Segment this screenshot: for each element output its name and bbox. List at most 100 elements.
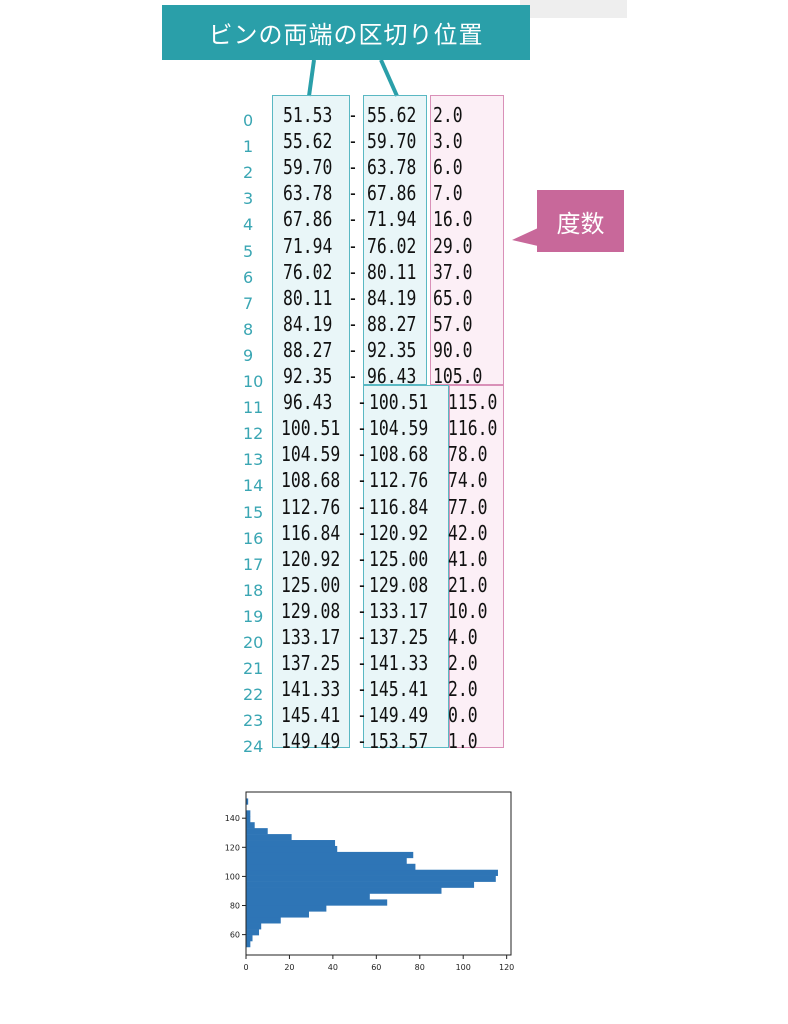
separator: - [357, 677, 367, 702]
bin-right-edge: 100.51 [369, 390, 429, 415]
bin-left-edge: 100.51 [281, 416, 341, 441]
histogram-bar [246, 851, 414, 859]
bin-left-edge: 59.70 [283, 155, 333, 180]
row-index: 12 [243, 424, 264, 444]
bin-right-edge: 96.43 [367, 364, 417, 388]
row-index: 19 [243, 606, 264, 626]
bin-count: 2.0 [433, 103, 463, 127]
bin-left-edge: 120.92 [281, 546, 341, 571]
bin-left-edge: 88.27 [283, 337, 333, 362]
right-edge-highlight-top [363, 95, 427, 385]
left-edge-highlight [272, 95, 350, 748]
bin-left-edge: 80.11 [283, 285, 333, 310]
x-tick-label: 20 [284, 963, 294, 972]
row-index: 14 [243, 476, 264, 496]
bin-left-edge: 55.62 [283, 129, 333, 154]
bin-left-edge: 149.49 [281, 729, 341, 754]
bin-count: 105.0 [433, 364, 483, 388]
separator: - [348, 129, 358, 154]
plot-frame [245, 791, 512, 956]
bin-count: 10.0 [448, 598, 488, 623]
histogram-bar [246, 798, 249, 805]
separator: - [357, 625, 367, 649]
separator: - [357, 494, 367, 519]
separator: - [357, 416, 367, 441]
histogram-bar [246, 893, 370, 900]
count-highlight-top [430, 95, 504, 385]
histogram-bar [246, 822, 255, 829]
bin-left-edge: 76.02 [283, 259, 333, 284]
y-tick-label: 60 [230, 931, 240, 940]
bin-count: 1.0 [448, 729, 478, 754]
row-index: 2 [243, 163, 254, 183]
row-index: 1 [243, 137, 254, 157]
bin-right-edge: 116.84 [369, 494, 429, 519]
bin-right-edge: 133.17 [369, 598, 429, 623]
row-index: 9 [243, 345, 254, 365]
row-index: 21 [243, 659, 264, 679]
bin-left-edge: 92.35 [283, 364, 333, 388]
bin-right-edge: 112.76 [369, 468, 429, 493]
histogram-bar [246, 869, 498, 876]
row-index: 10 [243, 372, 264, 391]
bin-left-edge: 96.43 [283, 390, 333, 415]
bin-right-edge: 108.68 [369, 442, 429, 467]
bin-count: 42.0 [448, 520, 488, 545]
histogram-bar [246, 899, 388, 906]
bin-left-edge: 141.33 [281, 677, 341, 702]
separator: - [357, 651, 367, 676]
bin-edges-callout-text: ビンの両端の区切り位置 [208, 21, 484, 49]
bin-left-edge: 51.53 [283, 103, 333, 127]
histogram-bar [246, 917, 281, 924]
row-index: 7 [243, 293, 254, 313]
bin-count: 90.0 [433, 337, 473, 362]
y-tick-label: 80 [230, 902, 240, 911]
bin-edges-callout: ビンの両端の区切り位置 [162, 5, 530, 60]
bin-left-edge: 133.17 [281, 625, 341, 649]
y-tick-label: 120 [225, 843, 240, 852]
separator: - [348, 103, 358, 127]
separator: - [357, 390, 367, 415]
histogram-bar [246, 935, 253, 942]
bin-left-edge: 104.59 [281, 442, 341, 467]
histogram-bar [246, 875, 496, 882]
bin-right-edge: 149.49 [369, 703, 429, 728]
bin-count: 37.0 [433, 259, 473, 284]
row-index: 4 [243, 215, 254, 235]
bin-count: 2.0 [448, 677, 478, 702]
histogram-bar [246, 940, 251, 948]
separator: - [357, 729, 367, 754]
separator: - [348, 207, 358, 232]
bin-left-edge: 63.78 [283, 181, 333, 206]
bin-count: 29.0 [433, 233, 473, 258]
bin-right-edge: 55.62 [367, 103, 417, 127]
bin-count: 3.0 [433, 129, 463, 154]
bin-right-edge: 104.59 [369, 416, 429, 441]
bin-count: 57.0 [433, 311, 473, 336]
histogram-bar [246, 887, 442, 894]
histogram-bar [246, 911, 309, 918]
histogram-bar [246, 816, 251, 823]
histogram-bar [246, 810, 251, 817]
bin-count: 116.0 [448, 416, 498, 441]
histogram-bar [246, 840, 336, 847]
bin-count: 78.0 [448, 442, 488, 467]
separator: - [348, 337, 358, 362]
bin-right-edge: 129.08 [369, 572, 429, 597]
row-index: 13 [243, 450, 264, 470]
x-tick-label: 80 [415, 963, 425, 972]
separator: - [348, 233, 358, 258]
histogram-bar [246, 828, 268, 835]
frequency-callout-text: 度数 [556, 209, 605, 238]
y-tick-label: 100 [225, 872, 240, 881]
row-index: 0 [243, 111, 254, 130]
x-tick-label: 100 [456, 963, 471, 972]
bin-right-edge: 120.92 [369, 520, 429, 545]
row-index: 18 [243, 580, 264, 600]
row-index: 3 [243, 189, 254, 209]
bin-left-edge: 112.76 [281, 494, 341, 519]
bin-count: 2.0 [448, 651, 478, 676]
bin-left-edge: 108.68 [281, 468, 341, 493]
x-tick-label: 40 [328, 963, 338, 972]
bin-right-edge: 80.11 [367, 259, 417, 284]
